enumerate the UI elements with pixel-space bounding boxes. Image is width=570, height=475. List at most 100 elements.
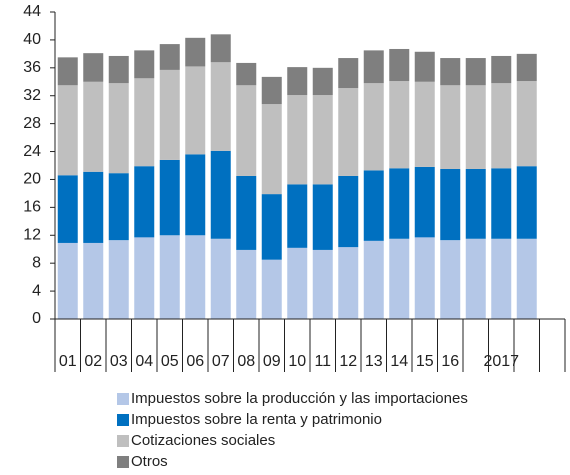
x-tick-label: 09 — [263, 353, 281, 370]
x-tick-label: 08 — [237, 353, 255, 370]
legend-swatch — [117, 435, 129, 447]
bar-segment — [491, 83, 512, 169]
bar-segment — [491, 168, 512, 239]
bar-segment — [236, 249, 257, 319]
bar-segment — [440, 240, 461, 319]
bar-segment — [516, 53, 537, 82]
x-tick-label: 04 — [135, 353, 153, 370]
x-tick-label: 13 — [365, 353, 383, 370]
bar-segment — [185, 66, 206, 155]
bar-segment — [57, 175, 78, 243]
x-tick-label: 15 — [416, 353, 434, 370]
bar-segment — [516, 81, 537, 167]
bar-segment — [210, 238, 231, 319]
bar-segment — [159, 159, 180, 236]
x-tick-label: 2017 — [483, 353, 519, 370]
legend-swatch — [117, 456, 129, 468]
legend-label: Impuestos sobre la producción y las impo… — [131, 390, 468, 407]
x-tick-label: 12 — [339, 353, 357, 370]
y-tick-label: 44 — [23, 3, 41, 20]
bar-segment — [465, 168, 486, 239]
bar-segment — [389, 81, 410, 169]
x-tick-label: 16 — [441, 353, 459, 370]
y-tick-label: 32 — [23, 87, 41, 104]
bar-segment — [236, 62, 257, 86]
bar-segment — [312, 95, 333, 185]
bar-segment — [134, 78, 155, 167]
bar-segment — [134, 50, 155, 79]
bar-segment — [236, 175, 257, 250]
bar-segment — [312, 67, 333, 96]
bar-segment — [159, 69, 180, 160]
y-tick-label: 4 — [32, 282, 41, 299]
legend-swatch — [117, 393, 129, 405]
bar-segment — [134, 237, 155, 319]
bar-segment — [287, 95, 308, 185]
x-tick-label: 05 — [161, 353, 179, 370]
bar-segment — [185, 154, 206, 236]
bar-segment — [363, 170, 384, 241]
bar-segment — [83, 242, 104, 319]
y-tick-label: 0 — [32, 310, 41, 327]
bar-segment — [440, 58, 461, 86]
bar-segment — [414, 166, 435, 238]
bar-segment — [185, 235, 206, 319]
x-tick-label: 14 — [390, 353, 408, 370]
x-tick-label: 07 — [212, 353, 230, 370]
bar-segment — [338, 58, 359, 89]
y-tick-label: 28 — [23, 115, 41, 132]
bar-segment — [108, 240, 129, 319]
bar-segment — [389, 238, 410, 319]
bar-segment — [312, 184, 333, 250]
bar-segment — [83, 171, 104, 243]
y-tick-label: 24 — [23, 143, 41, 160]
bar-segment — [414, 237, 435, 319]
bar-segment — [210, 62, 231, 151]
y-tick-label: 36 — [23, 59, 41, 76]
x-tick-label: 06 — [186, 353, 204, 370]
bar-segment — [83, 53, 104, 82]
bar-segment — [491, 238, 512, 319]
bar-segment — [261, 259, 282, 319]
bar-segment — [363, 83, 384, 171]
bar-segment — [185, 37, 206, 67]
bar-segment — [108, 173, 129, 241]
bar-segment — [440, 85, 461, 169]
bar-segment — [312, 249, 333, 319]
bar-segment — [108, 83, 129, 174]
x-tick-label: 10 — [288, 353, 306, 370]
bar-segment — [414, 51, 435, 82]
bar-segment — [338, 175, 359, 248]
x-tick-label: 02 — [84, 353, 102, 370]
bar-segment — [57, 242, 78, 319]
bar-segment — [287, 67, 308, 96]
bar-segment — [287, 247, 308, 319]
bar-segment — [261, 194, 282, 260]
bar-segment — [389, 168, 410, 239]
legend-label: Cotizaciones sociales — [131, 432, 275, 449]
bar-segment — [236, 85, 257, 176]
x-tick-label: 11 — [314, 353, 331, 370]
legend-label: Otros — [131, 453, 168, 470]
bar-segment — [414, 81, 435, 167]
bar-segment — [389, 48, 410, 82]
bar-segment — [210, 150, 231, 239]
y-tick-label: 20 — [23, 171, 41, 188]
bar-segment — [108, 55, 129, 84]
bar-segment — [516, 238, 537, 319]
bar-segment — [363, 240, 384, 319]
bar-segment — [261, 104, 282, 195]
bar-segment — [210, 34, 231, 63]
x-tick-label: 03 — [110, 353, 128, 370]
bar-segment — [57, 85, 78, 176]
bar-segment — [57, 57, 78, 86]
y-tick-label: 8 — [32, 254, 41, 271]
bar-segment — [465, 58, 486, 86]
y-tick-label: 40 — [23, 31, 41, 48]
bar-segment — [159, 235, 180, 319]
x-tick-label: 01 — [59, 353, 77, 370]
bar-segment — [465, 85, 486, 169]
bar-segment — [491, 55, 512, 84]
bar-segment — [440, 168, 461, 241]
